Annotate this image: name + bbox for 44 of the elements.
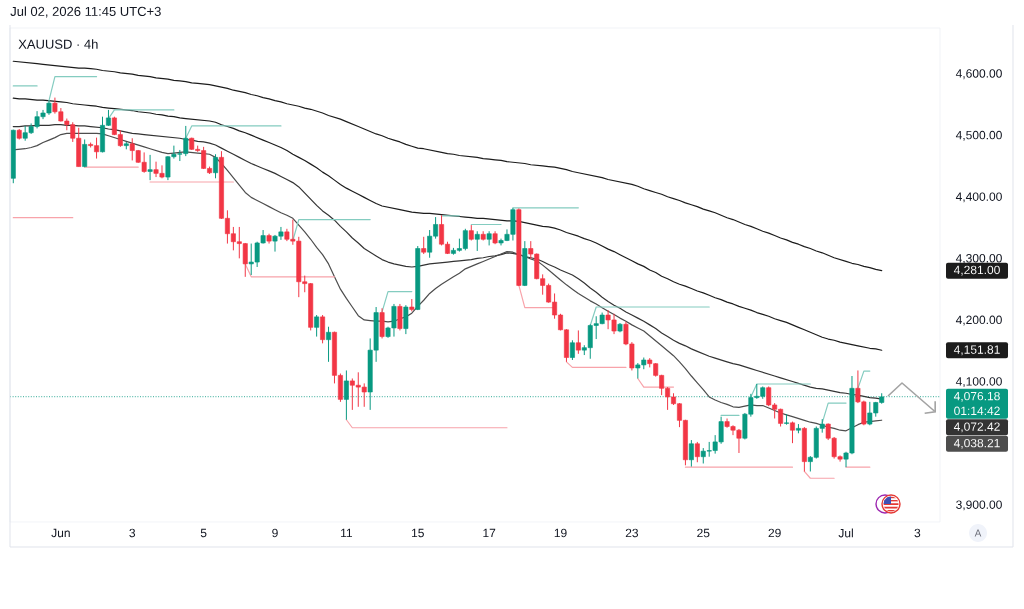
candlestick [486, 230, 492, 246]
x-tick-label: 3 [129, 528, 136, 538]
candlestick [403, 304, 409, 335]
candlestick [213, 153, 218, 179]
candlestick [326, 326, 331, 363]
candlestick [569, 339, 575, 361]
candlestick [474, 230, 480, 252]
y-tick-label: 4,400.00 [955, 192, 1002, 203]
y-tick-label: 4,600.00 [955, 69, 1002, 80]
ref-line-label: 4,076.18 [953, 391, 1000, 402]
y-tick-label: 4,100.00 [955, 377, 1002, 388]
x-tick-label: 5 [200, 528, 207, 538]
text: XAUUSD · 4h [18, 39, 98, 49]
text: A [974, 529, 982, 537]
y-tick-label: 4,500.00 [955, 130, 1002, 141]
chart-subtitle: Jul 02, 2026 11:45 UTC+3 [10, 6, 161, 18]
candlestick [694, 441, 700, 463]
x-tick-label: 15 [411, 528, 424, 538]
x-tick-label: 17 [483, 528, 496, 538]
text: 01:14:42 [954, 406, 1000, 416]
candlestick [314, 314, 320, 338]
x-tick-label: 29 [768, 528, 781, 538]
candlestick [688, 439, 694, 468]
text: 4,038.21 [953, 438, 1000, 449]
x-tick-label: 11 [341, 528, 353, 538]
candlestick [784, 413, 789, 426]
x-tick-label: 19 [554, 528, 567, 538]
candlestick [147, 154, 153, 181]
candlestick [575, 329, 581, 355]
candlestick [82, 138, 88, 168]
text: 4,072.42 [953, 422, 1000, 433]
x-tick-label: Jul [838, 528, 853, 538]
y-tick-label: 3,900.00 [956, 500, 1002, 511]
text: 4,281.00 [953, 265, 1000, 276]
x-tick-label: 23 [625, 528, 639, 538]
text: 4,151.81 [953, 345, 1000, 356]
x-tick-label: 25 [697, 528, 710, 538]
candlestick [320, 314, 326, 344]
x-tick-label: 3 [914, 528, 921, 538]
candlestick [397, 303, 403, 331]
y-tick-label: 4,300.00 [955, 254, 1002, 264]
y-tick-label: 4,200.00 [955, 315, 1002, 326]
x-tick-label: 9 [272, 528, 278, 538]
x-tick-label: Jun [51, 528, 70, 538]
